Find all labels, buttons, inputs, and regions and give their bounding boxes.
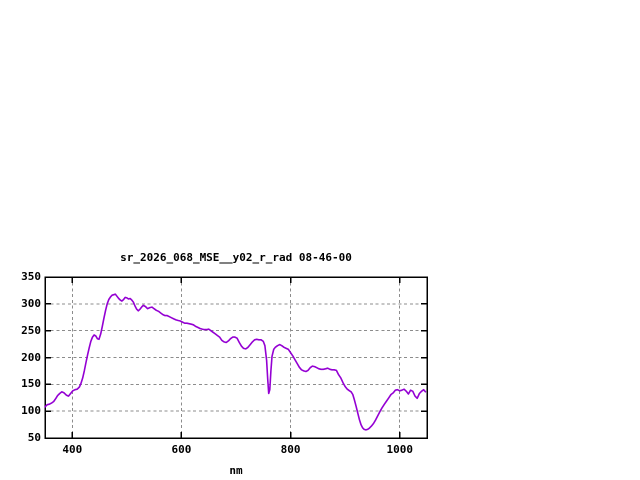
y-tick-label: 50: [27, 431, 41, 444]
spectrum-line: [44, 293, 427, 431]
chart-title: sr_2026_068_MSE__y02_r_rad 08-46-00: [120, 251, 352, 264]
x-tick-label: 600: [171, 443, 192, 456]
x-tick-label: 1000: [386, 443, 413, 456]
y-tick-label: 100: [21, 404, 41, 418]
y-tick-label: 350: [21, 270, 41, 283]
x-axis-label: nm: [229, 464, 243, 477]
y-tick-label: 150: [21, 377, 41, 391]
x-tick-label: 400: [62, 443, 83, 456]
y-tick-label: 250: [21, 323, 41, 337]
x-tick-label: 800: [280, 443, 301, 456]
y-tick-label: 300: [21, 296, 41, 310]
y-tick-label: 200: [21, 350, 41, 364]
